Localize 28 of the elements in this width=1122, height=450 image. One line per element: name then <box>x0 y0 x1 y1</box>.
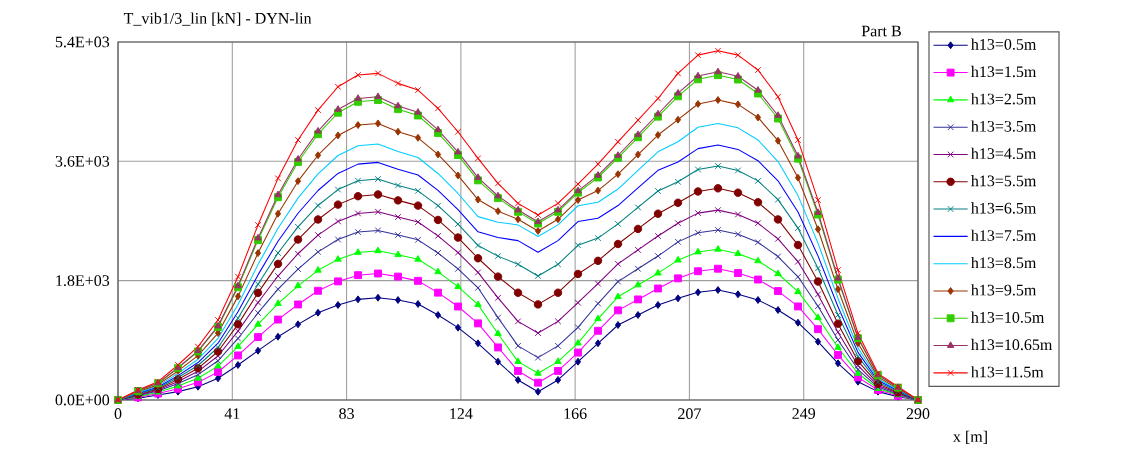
chart-subtitle: Part B <box>861 25 901 37</box>
x-tick-label: 83 <box>339 408 354 420</box>
chart-title: T_vib1/3_lin [kN] - DYN-lin <box>123 12 312 26</box>
x-tick-label: 41 <box>224 408 240 419</box>
legend-label: h13=10.5m <box>971 311 1045 323</box>
x-tick-label: 207 <box>678 408 701 420</box>
legend-label: h13=2.5m <box>971 93 1037 105</box>
y-tick-label: 5.4E+03 <box>55 36 110 48</box>
x-tick-label: 0 <box>114 408 122 420</box>
x-tick-label: 124 <box>450 408 473 419</box>
y-tick-label: 0.0E+00 <box>55 394 110 406</box>
legend-label: h13=1.5m <box>971 65 1037 78</box>
legend-label: h13=4.5m <box>971 147 1037 160</box>
legend-label: h13=7.5m <box>971 229 1037 241</box>
x-tick-label: 166 <box>564 408 587 419</box>
x-tick-label: 249 <box>792 408 816 419</box>
legend-label: h13=9.5m <box>971 284 1037 296</box>
y-tick-label: 3.6E+03 <box>55 155 110 167</box>
y-tick-label: 1.8E+03 <box>56 275 110 287</box>
legend-label: h13=11.5m <box>971 366 1044 378</box>
legend-label: h13=6.5m <box>971 202 1037 214</box>
legend-label: h13=10.65m <box>971 338 1053 351</box>
legend-label: h13=0.5m <box>971 38 1037 50</box>
legend-label: h13=8.5m <box>971 256 1037 269</box>
x-tick-label: 290 <box>906 408 930 420</box>
legend-label: h13=5.5m <box>971 175 1037 187</box>
legend-label: h13=3.5m <box>971 120 1037 132</box>
x-axis-title: x [m] <box>953 430 987 444</box>
